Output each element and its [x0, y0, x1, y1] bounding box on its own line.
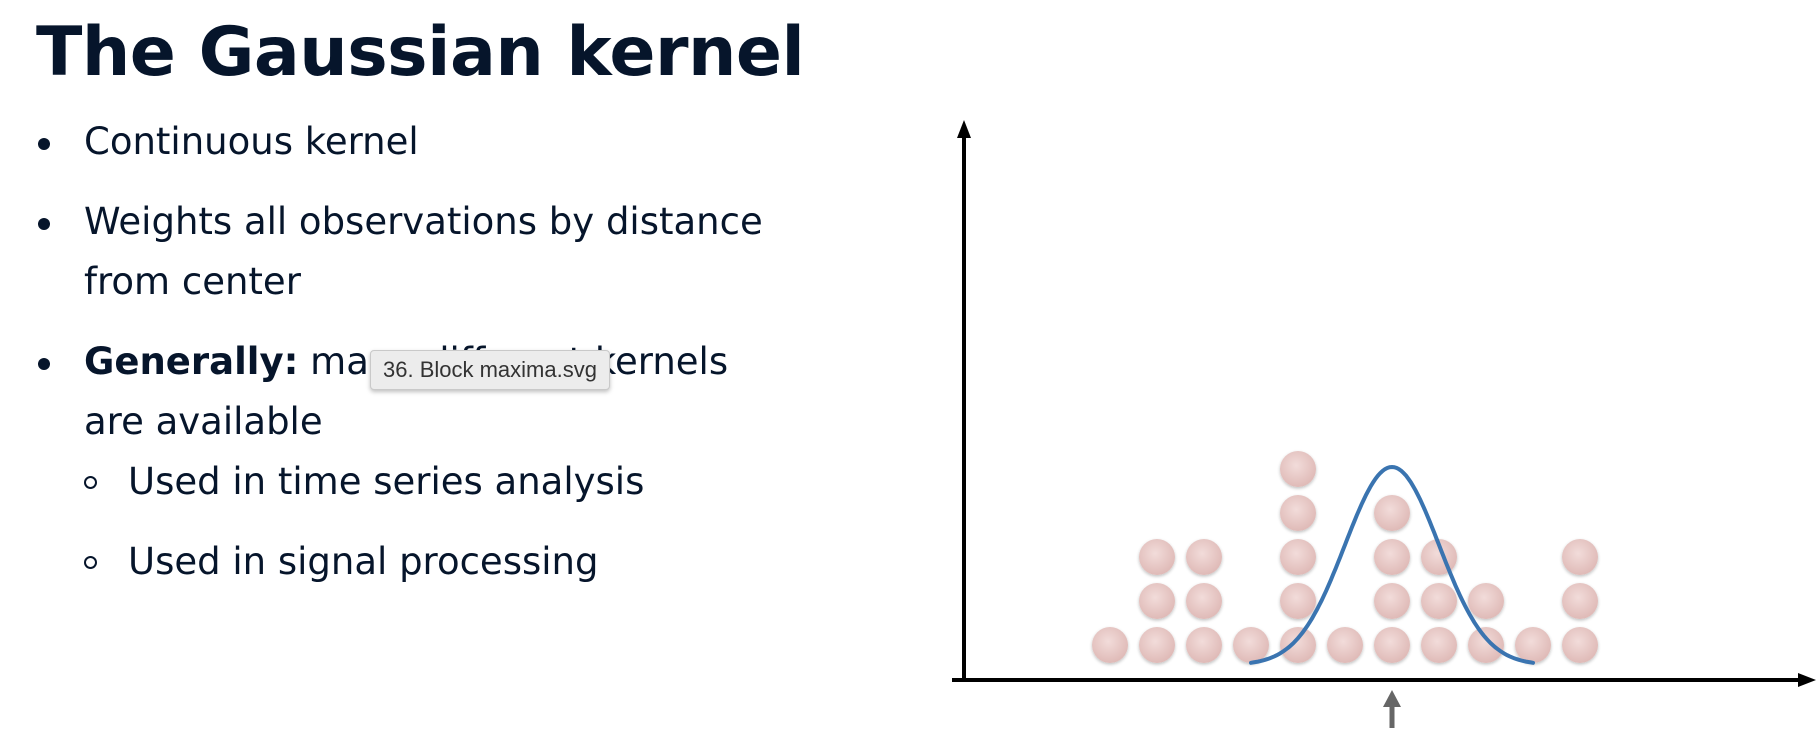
- sub-bullet-item: Used in time series analysis: [84, 452, 896, 512]
- bullet-text: Weights all observations by distance fro…: [84, 200, 763, 303]
- gaussian-curve: [1249, 464, 1535, 665]
- observation-dot: [1421, 583, 1457, 619]
- observation-dot: [1374, 583, 1410, 619]
- bullet-item: Weights all observations by distance fro…: [36, 192, 814, 312]
- y-axis: [957, 120, 971, 680]
- center-arrow-head: [1383, 690, 1401, 707]
- sub-bullet-ring: [84, 476, 97, 489]
- observation-dots: [1092, 451, 1598, 663]
- observation-dot: [1562, 583, 1598, 619]
- file-tooltip: 36. Block maxima.svg: [370, 350, 610, 390]
- observation-dot: [1327, 627, 1363, 663]
- observation-dot: [1468, 583, 1504, 619]
- bullet-dot: [38, 358, 50, 370]
- bullet-item: Continuous kernel: [36, 112, 896, 172]
- sub-bullet-text: Used in time series analysis: [128, 460, 645, 503]
- bullet-dot: [38, 138, 50, 150]
- x-axis: [952, 673, 1816, 687]
- observation-dot: [1562, 539, 1598, 575]
- observation-dot: [1186, 583, 1222, 619]
- bullet-bold-label: Generally:: [84, 340, 299, 383]
- sub-bullet-ring: [84, 556, 97, 569]
- observation-dot: [1280, 495, 1316, 531]
- observation-dot: [1186, 539, 1222, 575]
- observation-dot: [1374, 627, 1410, 663]
- observation-dot: [1374, 539, 1410, 575]
- observation-dot: [1139, 539, 1175, 575]
- observation-dot: [1186, 627, 1222, 663]
- sub-bullet-item: Used in signal processing: [84, 532, 896, 592]
- observation-dot: [1280, 627, 1316, 663]
- observation-dot: [1139, 583, 1175, 619]
- slide-title: The Gaussian kernel: [36, 13, 805, 92]
- observation-dot: [1562, 627, 1598, 663]
- observation-dot: [1421, 627, 1457, 663]
- sub-bullet-text: Used in signal processing: [128, 540, 599, 583]
- gaussian-kernel-diagram: [952, 120, 1816, 728]
- center-arrow-icon: [1383, 690, 1401, 728]
- observation-dot: [1139, 627, 1175, 663]
- observation-dot: [1374, 495, 1410, 531]
- observation-dot: [1280, 539, 1316, 575]
- x-axis-arrowhead: [1798, 673, 1816, 687]
- bullet-dot: [38, 218, 50, 230]
- observation-dot: [1233, 627, 1269, 663]
- observation-dot: [1468, 627, 1504, 663]
- observation-dot: [1280, 583, 1316, 619]
- bullet-text: Continuous kernel: [84, 120, 419, 163]
- observation-dot: [1092, 627, 1128, 663]
- observation-dot: [1280, 451, 1316, 487]
- observation-dot: [1515, 627, 1551, 663]
- y-axis-arrowhead: [957, 120, 971, 138]
- sub-bullet-list: Used in time series analysis Used in sig…: [36, 452, 896, 592]
